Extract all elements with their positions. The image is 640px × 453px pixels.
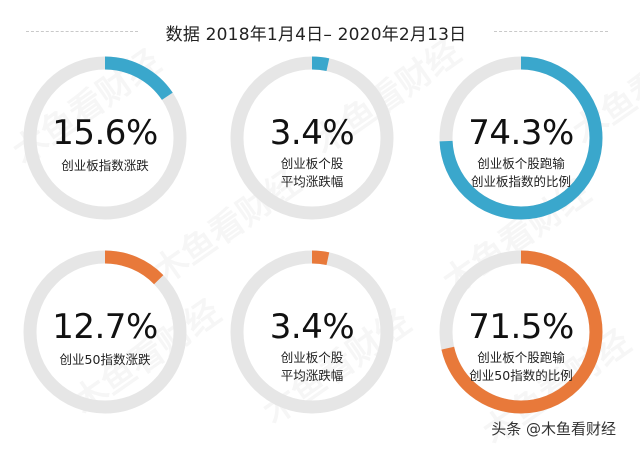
donut-caption: 创业板个股平均涨跌幅 [227, 155, 397, 191]
donut-chart [439, 250, 603, 414]
donut-caption-line: 创业50指数的比例 [469, 368, 573, 383]
donut-caption-line: 平均涨跌幅 [280, 174, 344, 189]
donut-caption-line: 创业板指数的比例 [470, 174, 571, 189]
footer-credit: 头条 @木鱼看财经 [491, 420, 616, 438]
donut-value-arc [439, 250, 603, 414]
donut-value-arc [23, 56, 187, 220]
donut-value-label: 3.4% [269, 307, 355, 347]
donut-chart [23, 250, 187, 414]
donut-caption-line: 创业50指数涨跌 [59, 352, 151, 367]
donut-value-label: 71.5% [468, 307, 574, 347]
donut-caption-line: 创业板个股 [280, 350, 344, 365]
donut-caption: 创业板个股跑输 创业板指数的比例 [436, 155, 606, 191]
donut-tile-2: 3.4% 创业板个股 平均涨跌幅 [227, 53, 397, 223]
donut-value-label: 3.4% [269, 113, 355, 153]
donut-caption: 创业板指数涨跌 [20, 157, 190, 175]
header-rule-right [494, 31, 608, 32]
donut-value-arc [439, 56, 603, 220]
donut-chart [23, 56, 187, 220]
donut-caption-line: 平均涨跌幅 [280, 368, 344, 383]
donut-value-label: 12.7% [52, 307, 158, 347]
donut-chart [230, 250, 394, 414]
donut-caption: 创业板个股平均涨跌幅 [227, 349, 397, 385]
donut-value-arc [23, 250, 187, 414]
header: 数据 2018年1月4日– 2020年2月13日 [0, 14, 640, 48]
donut-caption: 创业板个股跑输 创业50指数的比例 [436, 349, 606, 385]
donut-value-label: 15.6% [52, 113, 158, 153]
donut-caption-line: 创业板个股跑输 [477, 350, 565, 365]
donut-caption-line: 创业板个股 [280, 156, 344, 171]
donut-tile-6: 71.5% 创业板个股跑输 创业50指数的比例 [436, 247, 606, 417]
donut-value-arc [230, 250, 394, 414]
donut-value-arc [230, 56, 394, 220]
donut-value-label: 74.3% [468, 113, 574, 153]
donut-caption-line: 创业板个股跑输 [477, 156, 565, 171]
donut-tile-4: 12.7% 创业50指数涨跌 [20, 247, 190, 417]
donut-tile-3: 74.3% 创业板个股跑输 创业板指数的比例 [436, 53, 606, 223]
donut-caption: 创业50指数涨跌 [20, 351, 190, 369]
donut-tile-5: 3.4% 创业板个股 平均涨跌幅 [227, 247, 397, 417]
donut-chart [230, 56, 394, 220]
page-title: 数据 2018年1月4日– 2020年2月13日 [165, 25, 467, 45]
header-rule-left [26, 31, 138, 32]
donut-chart [439, 56, 603, 220]
donut-caption-line: 创业板指数涨跌 [61, 158, 149, 173]
donut-tile-1: 15.6% 创业板指数涨跌 [20, 53, 190, 223]
